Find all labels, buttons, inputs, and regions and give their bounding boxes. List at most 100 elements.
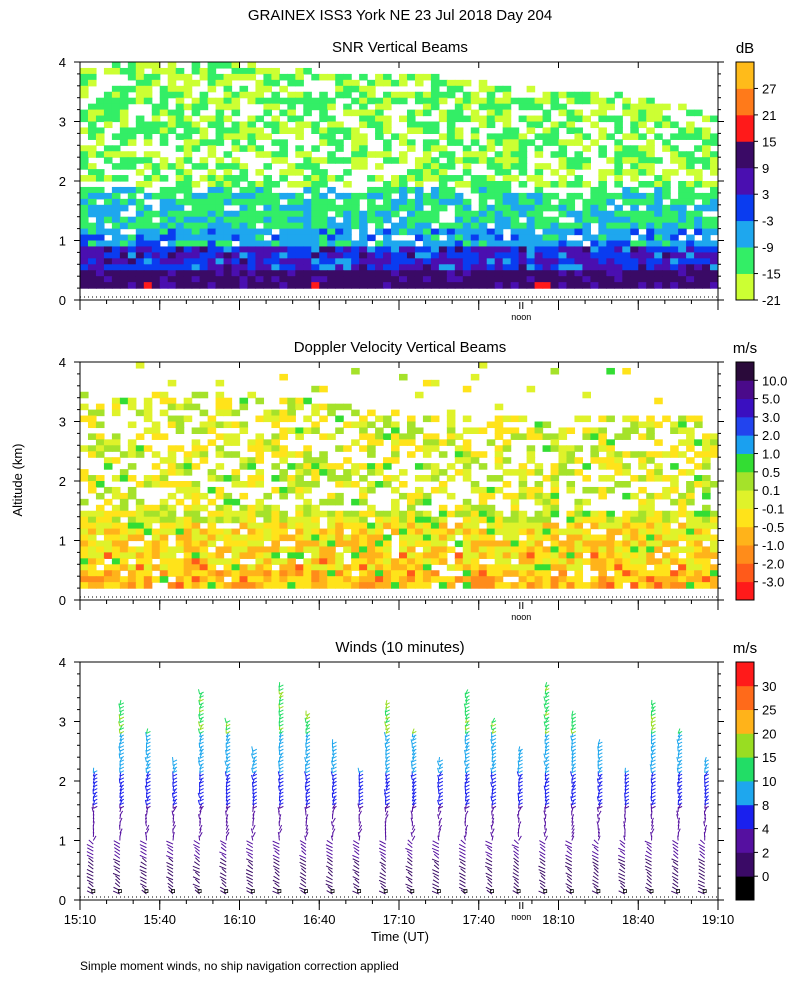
snr-cell bbox=[183, 240, 193, 248]
wind-barb-flag bbox=[199, 723, 204, 727]
doppler-cell bbox=[151, 528, 161, 536]
snr-cell bbox=[263, 246, 272, 253]
doppler-cell bbox=[335, 570, 344, 577]
snr-cell bbox=[95, 210, 105, 218]
colorbar-swatch bbox=[736, 141, 754, 169]
doppler-cell bbox=[686, 439, 695, 446]
doppler-cell bbox=[351, 534, 360, 542]
snr-cell bbox=[630, 246, 639, 253]
snr-cell bbox=[247, 186, 257, 194]
snr-cell bbox=[646, 157, 655, 164]
snr-cell bbox=[351, 198, 360, 206]
wind-barb-flag bbox=[358, 788, 364, 791]
snr-cell bbox=[103, 270, 113, 277]
snr-cell bbox=[526, 258, 536, 265]
doppler-cell bbox=[446, 433, 456, 440]
snr-cell bbox=[630, 282, 639, 289]
snr-cell bbox=[351, 240, 360, 248]
wind-barb-flag bbox=[146, 798, 151, 802]
doppler-cell bbox=[311, 427, 320, 434]
doppler-cell bbox=[646, 552, 655, 559]
snr-cell bbox=[486, 145, 496, 152]
doppler-cell bbox=[311, 576, 320, 583]
snr-cell bbox=[183, 79, 193, 87]
doppler-cell bbox=[295, 403, 304, 411]
wind-barb bbox=[199, 703, 203, 709]
doppler-cell bbox=[255, 558, 265, 565]
colorbar-frame bbox=[735, 61, 755, 301]
doppler-cell bbox=[287, 409, 296, 417]
snr-cell bbox=[215, 103, 225, 111]
doppler-cell bbox=[438, 522, 448, 530]
snr-cell bbox=[630, 109, 639, 117]
snr-cell bbox=[414, 121, 424, 129]
doppler-cell bbox=[422, 546, 432, 553]
snr-cell bbox=[502, 109, 512, 117]
snr-cell bbox=[367, 198, 376, 206]
wind-barb bbox=[357, 803, 360, 809]
snr-cell bbox=[486, 234, 496, 242]
doppler-cell bbox=[287, 403, 296, 411]
doppler-cell bbox=[359, 421, 368, 429]
snr-cell bbox=[175, 97, 185, 105]
doppler-cell bbox=[127, 397, 137, 405]
snr-cell bbox=[367, 175, 376, 182]
snr-cell bbox=[662, 181, 671, 188]
snr-cell bbox=[550, 103, 560, 111]
doppler-cell bbox=[678, 534, 687, 542]
doppler-cell bbox=[502, 439, 512, 446]
snr-cell bbox=[111, 192, 121, 200]
snr-cell bbox=[111, 204, 121, 212]
snr-cell bbox=[526, 115, 536, 123]
snr-cell bbox=[422, 175, 432, 182]
wind-barb bbox=[119, 785, 123, 791]
snr-cell bbox=[263, 133, 272, 140]
snr-cell bbox=[215, 79, 225, 87]
snr-cell bbox=[143, 204, 153, 212]
snr-cell bbox=[351, 127, 360, 134]
wind-barb bbox=[198, 699, 201, 705]
doppler-cell bbox=[303, 469, 312, 476]
doppler-cell bbox=[422, 433, 432, 440]
doppler-cell bbox=[494, 457, 504, 464]
snr-cell bbox=[183, 198, 193, 206]
snr-cell bbox=[119, 133, 129, 140]
snr-cell bbox=[207, 270, 217, 277]
wind-barb bbox=[198, 689, 201, 695]
snr-cell bbox=[239, 252, 249, 259]
snr-cell bbox=[159, 204, 169, 212]
doppler-cell bbox=[335, 564, 344, 571]
doppler-cell bbox=[478, 540, 488, 548]
doppler-cell bbox=[678, 564, 687, 571]
doppler-cell bbox=[87, 552, 97, 559]
doppler-cell bbox=[207, 415, 217, 423]
snr-cell bbox=[271, 115, 280, 123]
wind-barb-flag bbox=[412, 805, 417, 809]
wind-barb bbox=[407, 843, 413, 849]
snr-cell bbox=[422, 198, 432, 206]
wind-barb-flag bbox=[146, 805, 151, 809]
snr-cell bbox=[215, 276, 225, 283]
doppler-cell bbox=[319, 576, 328, 583]
wind-barb-flag bbox=[305, 738, 311, 741]
doppler-cell bbox=[670, 451, 679, 458]
wind-barb bbox=[221, 868, 227, 873]
snr-cell bbox=[606, 198, 615, 206]
doppler-cell bbox=[694, 582, 703, 589]
doppler-cell bbox=[662, 492, 671, 500]
doppler-cell bbox=[199, 582, 209, 589]
snr-cell bbox=[295, 216, 304, 224]
wind-barb-flag bbox=[305, 734, 311, 738]
doppler-cell bbox=[454, 504, 464, 512]
wind-barb bbox=[325, 883, 333, 888]
snr-cell bbox=[598, 228, 607, 236]
snr-cell bbox=[654, 246, 663, 253]
snr-cell bbox=[319, 133, 328, 140]
snr-cell bbox=[470, 276, 480, 283]
doppler-cell bbox=[510, 540, 520, 548]
doppler-cell bbox=[159, 391, 169, 399]
wind-barb-flag bbox=[305, 716, 311, 720]
snr-cell bbox=[502, 127, 512, 134]
doppler-cell bbox=[598, 570, 607, 577]
